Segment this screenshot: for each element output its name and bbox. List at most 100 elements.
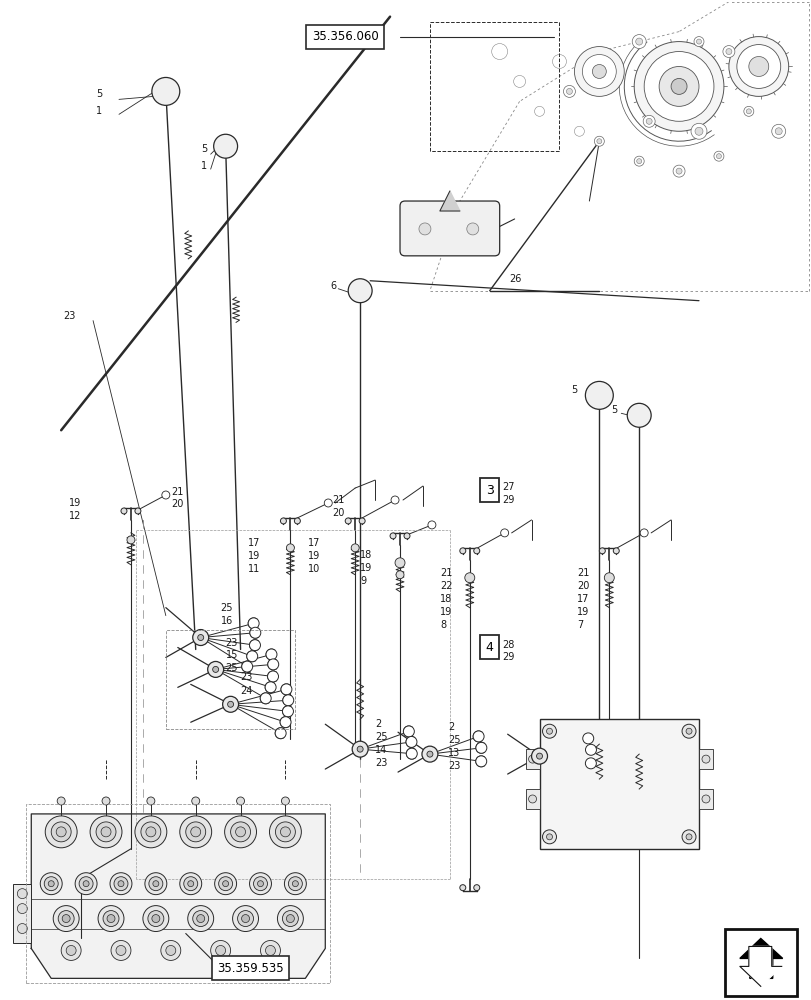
Text: 23: 23 <box>375 758 387 768</box>
Circle shape <box>241 915 249 923</box>
Circle shape <box>282 911 298 927</box>
Circle shape <box>260 940 280 960</box>
Text: 5: 5 <box>200 144 207 154</box>
Circle shape <box>725 49 731 55</box>
Circle shape <box>546 728 551 734</box>
Circle shape <box>54 906 79 932</box>
Circle shape <box>646 118 651 124</box>
Circle shape <box>96 822 116 842</box>
Circle shape <box>281 797 289 805</box>
Circle shape <box>114 877 128 891</box>
Circle shape <box>187 881 194 887</box>
Circle shape <box>152 881 159 887</box>
Circle shape <box>573 126 584 136</box>
Circle shape <box>473 885 479 891</box>
Text: 21: 21 <box>332 495 344 505</box>
Text: 13: 13 <box>448 748 460 758</box>
Circle shape <box>192 630 208 646</box>
Circle shape <box>277 906 303 932</box>
Circle shape <box>51 822 71 842</box>
Circle shape <box>141 822 161 842</box>
Circle shape <box>127 536 135 544</box>
Circle shape <box>670 78 686 94</box>
Bar <box>165 630 295 729</box>
Circle shape <box>148 877 163 891</box>
Circle shape <box>702 795 709 803</box>
Circle shape <box>596 139 601 144</box>
Circle shape <box>715 154 720 159</box>
Circle shape <box>603 573 614 583</box>
Circle shape <box>257 881 263 887</box>
Circle shape <box>722 46 734 58</box>
Text: 24: 24 <box>240 686 253 696</box>
Circle shape <box>582 733 593 744</box>
Circle shape <box>275 728 285 739</box>
Text: 25: 25 <box>225 663 238 673</box>
Circle shape <box>152 77 179 105</box>
Text: 29: 29 <box>502 495 514 505</box>
Circle shape <box>186 822 205 842</box>
Circle shape <box>265 945 275 955</box>
Circle shape <box>745 109 750 114</box>
Circle shape <box>403 726 414 737</box>
Text: 19: 19 <box>247 551 260 561</box>
Circle shape <box>427 521 436 529</box>
Circle shape <box>690 123 706 139</box>
Circle shape <box>676 168 681 174</box>
Circle shape <box>685 728 691 734</box>
Circle shape <box>573 47 624 96</box>
Circle shape <box>48 881 54 887</box>
Circle shape <box>672 165 684 177</box>
Circle shape <box>17 924 28 934</box>
Circle shape <box>135 508 141 514</box>
Text: 4: 4 <box>485 641 493 654</box>
Circle shape <box>406 748 417 759</box>
Circle shape <box>286 915 294 923</box>
Circle shape <box>191 827 200 837</box>
Circle shape <box>236 797 244 805</box>
Circle shape <box>546 834 551 840</box>
Text: 11: 11 <box>247 564 260 574</box>
Circle shape <box>222 696 238 712</box>
Text: 20: 20 <box>332 508 344 518</box>
Circle shape <box>66 945 76 955</box>
Circle shape <box>216 945 225 955</box>
Text: 1: 1 <box>200 161 207 171</box>
Circle shape <box>396 571 404 579</box>
Circle shape <box>222 881 229 887</box>
Circle shape <box>57 797 65 805</box>
Circle shape <box>636 159 641 164</box>
Text: 23: 23 <box>448 761 460 771</box>
Circle shape <box>275 822 295 842</box>
Circle shape <box>736 45 779 88</box>
Circle shape <box>324 499 332 507</box>
Circle shape <box>585 381 612 409</box>
Circle shape <box>161 940 181 960</box>
Circle shape <box>427 751 432 757</box>
Circle shape <box>566 88 572 94</box>
Text: 1: 1 <box>96 106 102 116</box>
Text: 20: 20 <box>577 581 589 591</box>
Circle shape <box>592 64 606 78</box>
Circle shape <box>770 124 785 138</box>
Circle shape <box>282 706 293 717</box>
Circle shape <box>62 915 70 923</box>
Polygon shape <box>32 814 325 978</box>
Circle shape <box>179 816 212 848</box>
Circle shape <box>639 529 647 537</box>
Circle shape <box>294 518 300 524</box>
Circle shape <box>585 758 595 769</box>
Circle shape <box>103 911 119 927</box>
Text: 7: 7 <box>577 620 583 630</box>
Circle shape <box>227 701 234 707</box>
Circle shape <box>528 755 536 763</box>
Circle shape <box>107 915 115 923</box>
Circle shape <box>238 911 253 927</box>
Circle shape <box>218 877 232 891</box>
Circle shape <box>183 877 197 891</box>
Circle shape <box>116 945 126 955</box>
Bar <box>13 884 32 943</box>
Circle shape <box>280 518 286 524</box>
Circle shape <box>702 755 709 763</box>
Circle shape <box>350 544 358 552</box>
